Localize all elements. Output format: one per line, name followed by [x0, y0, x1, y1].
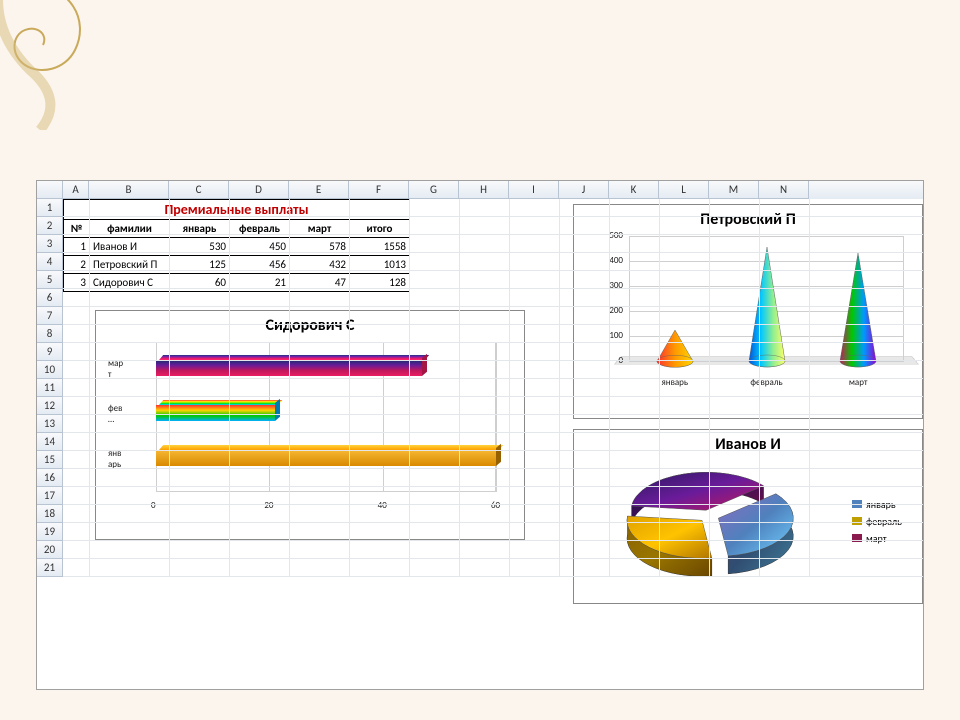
row-headers: 123456789101112131415161718192021: [37, 199, 63, 577]
row-header[interactable]: 10: [37, 361, 63, 379]
row-header[interactable]: 21: [37, 559, 63, 577]
column-header[interactable]: E: [289, 181, 349, 199]
spreadsheet[interactable]: ABCDEFGHIJKLMN 1234567891011121314151617…: [36, 180, 924, 690]
row-header[interactable]: 16: [37, 469, 63, 487]
row-header[interactable]: 2: [37, 217, 63, 235]
row-header[interactable]: 5: [37, 271, 63, 289]
column-header[interactable]: L: [659, 181, 709, 199]
row-header[interactable]: 4: [37, 253, 63, 271]
row-header[interactable]: 12: [37, 397, 63, 415]
row-header[interactable]: 1: [37, 199, 63, 217]
column-header[interactable]: I: [509, 181, 559, 199]
column-headers: ABCDEFGHIJKLMN: [37, 181, 923, 199]
column-header[interactable]: H: [459, 181, 509, 199]
column-header[interactable]: G: [409, 181, 459, 199]
column-header[interactable]: B: [89, 181, 169, 199]
row-header[interactable]: 8: [37, 325, 63, 343]
select-all-corner[interactable]: [37, 181, 63, 199]
column-header[interactable]: N: [759, 181, 809, 199]
row-header[interactable]: 11: [37, 379, 63, 397]
column-header[interactable]: C: [169, 181, 229, 199]
row-header[interactable]: 19: [37, 523, 63, 541]
slide-decoration: [0, 0, 120, 130]
row-header[interactable]: 17: [37, 487, 63, 505]
column-header[interactable]: A: [63, 181, 89, 199]
row-header[interactable]: 9: [37, 343, 63, 361]
row-header[interactable]: 6: [37, 289, 63, 307]
row-header[interactable]: 20: [37, 541, 63, 559]
cell-grid[interactable]: Премиальные выплаты №фамилииянварьфеврал…: [63, 199, 923, 577]
row-header[interactable]: 18: [37, 505, 63, 523]
row-header[interactable]: 13: [37, 415, 63, 433]
column-header[interactable]: F: [349, 181, 409, 199]
row-header[interactable]: 3: [37, 235, 63, 253]
row-header[interactable]: 15: [37, 451, 63, 469]
row-header[interactable]: 14: [37, 433, 63, 451]
row-header[interactable]: 7: [37, 307, 63, 325]
column-header[interactable]: M: [709, 181, 759, 199]
column-header[interactable]: J: [559, 181, 609, 199]
column-header[interactable]: D: [229, 181, 289, 199]
column-header[interactable]: K: [609, 181, 659, 199]
